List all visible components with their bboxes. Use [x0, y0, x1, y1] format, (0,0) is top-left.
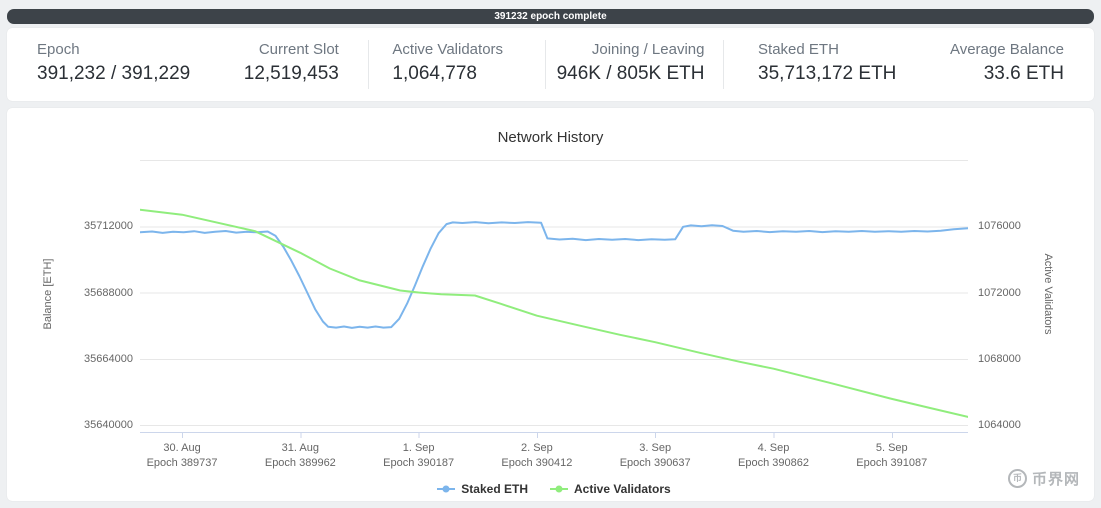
x-axis-tick-epoch: Epoch 390187 — [383, 457, 455, 469]
stat-current-slot-label: Current Slot — [258, 41, 339, 58]
stat-joining-leaving-label: Joining / Leaving — [591, 41, 705, 58]
network-history-card: Network History Balance [ETH] Active Val… — [7, 108, 1094, 501]
legend-marker-active-validators-icon — [549, 485, 568, 493]
stat-staked-eth: Staked ETH 35,713,172 ETH — [758, 41, 896, 101]
x-axis-tick-date: 4. Sep — [757, 442, 790, 454]
stat-epoch-label: Epoch — [37, 41, 80, 58]
stat-joining-leaving-value: 946K / 805K ETH — [556, 63, 705, 84]
left-axis-tick-label: 35712000 — [84, 220, 133, 233]
x-axis-tick-label: 2. Sep Epoch 390412 — [501, 441, 572, 471]
series-active-validators-line[interactable] — [139, 208, 969, 418]
x-axis-tick-date: 5. Sep — [875, 442, 908, 454]
x-axis-tick-epoch: Epoch 390637 — [619, 457, 691, 469]
stat-current-slot: Current Slot 12,519,453 — [244, 41, 339, 101]
stat-average-balance-value: 33.6 ETH — [983, 63, 1064, 84]
x-axis-tick-label: 31. Aug Epoch 389962 — [265, 441, 336, 471]
watermark-text: 币界网 — [1031, 471, 1080, 488]
stat-staked-eth-label: Staked ETH — [758, 41, 839, 58]
watermark-logo-icon: 币 — [1007, 469, 1027, 488]
stats-divider — [545, 40, 546, 89]
right-axis-tick-label: 1076000 — [978, 220, 1021, 233]
stat-staked-eth-value: 35,713,172 ETH — [758, 63, 897, 84]
epoch-complete-banner: 391232 epoch complete — [7, 9, 1094, 24]
stat-current-slot-value: 12,519,453 — [243, 63, 339, 84]
x-axis-tick-epoch: Epoch 389737 — [146, 457, 218, 469]
stats-divider — [723, 40, 724, 89]
legend-label: Staked ETH — [461, 482, 528, 496]
right-axis-tick-label: 1072000 — [978, 286, 1021, 299]
stat-epoch-value: 391,232 / 391,229 — [37, 63, 191, 84]
stat-active-validators-label: Active Validators — [392, 41, 504, 58]
x-axis-tick-label: 30. Aug Epoch 389737 — [147, 441, 218, 471]
x-axis-tick-label: 5. Sep Epoch 391087 — [856, 441, 927, 471]
left-axis-tick-label: 35640000 — [84, 419, 133, 432]
x-axis-tick-date: 30. Aug — [163, 442, 201, 454]
epoch-complete-banner-text: 391232 epoch complete — [494, 11, 607, 22]
watermark-logo-glyph: 币 — [1012, 473, 1022, 483]
x-axis-tick-label: 4. Sep Epoch 390862 — [738, 441, 809, 471]
x-axis-tick-date: 1. Sep — [402, 442, 435, 454]
x-axis-tick-date: 3. Sep — [639, 442, 672, 454]
x-axis-tick-epoch: Epoch 391087 — [856, 457, 928, 469]
x-axis-tick-epoch: Epoch 390412 — [501, 457, 573, 469]
left-axis-tick-label: 35688000 — [84, 286, 133, 299]
legend-item-active-validators[interactable]: Active Validators — [549, 482, 671, 496]
stat-average-balance: Average Balance 33.6 ETH — [950, 41, 1064, 101]
stats-divider — [368, 40, 369, 89]
right-axis-title: Active Validators — [1042, 253, 1054, 335]
chart-svg — [139, 160, 969, 438]
legend-marker-staked-eth-icon — [437, 485, 456, 493]
left-axis-tick-label: 35664000 — [84, 352, 133, 365]
stat-active-validators-value: 1,064,778 — [392, 63, 477, 84]
right-axis-tick-label: 1068000 — [978, 352, 1021, 365]
network-stats-bar: Epoch 391,232 / 391,229 Current Slot 12,… — [7, 28, 1094, 101]
series-staked-eth-line[interactable] — [139, 221, 969, 329]
chart-plot-area[interactable] — [139, 160, 969, 442]
stat-joining-leaving: Joining / Leaving 946K / 805K ETH — [557, 41, 705, 101]
stat-average-balance-label: Average Balance — [949, 41, 1064, 58]
x-axis-tick-date: 2. Sep — [520, 442, 553, 454]
stat-active-validators: Active Validators 1,064,778 — [392, 41, 503, 101]
legend-label: Active Validators — [573, 482, 671, 496]
x-axis-tick-date: 31. Aug — [281, 442, 319, 454]
x-axis-tick-label: 3. Sep Epoch 390637 — [620, 441, 691, 471]
x-axis-tick-label: 1. Sep Epoch 390187 — [383, 441, 454, 471]
chart-title: Network History — [497, 129, 604, 146]
stat-epoch: Epoch 391,232 / 391,229 — [37, 41, 190, 101]
watermark: 币 币界网 — [1007, 468, 1080, 489]
legend-item-staked-eth[interactable]: Staked ETH — [437, 482, 528, 496]
chart-legend: Staked ETH Active Validators — [140, 481, 968, 497]
x-axis-tick-epoch: Epoch 390862 — [738, 457, 809, 469]
x-axis-tick-epoch: Epoch 389962 — [264, 457, 336, 469]
right-axis-tick-label: 1064000 — [978, 419, 1021, 432]
